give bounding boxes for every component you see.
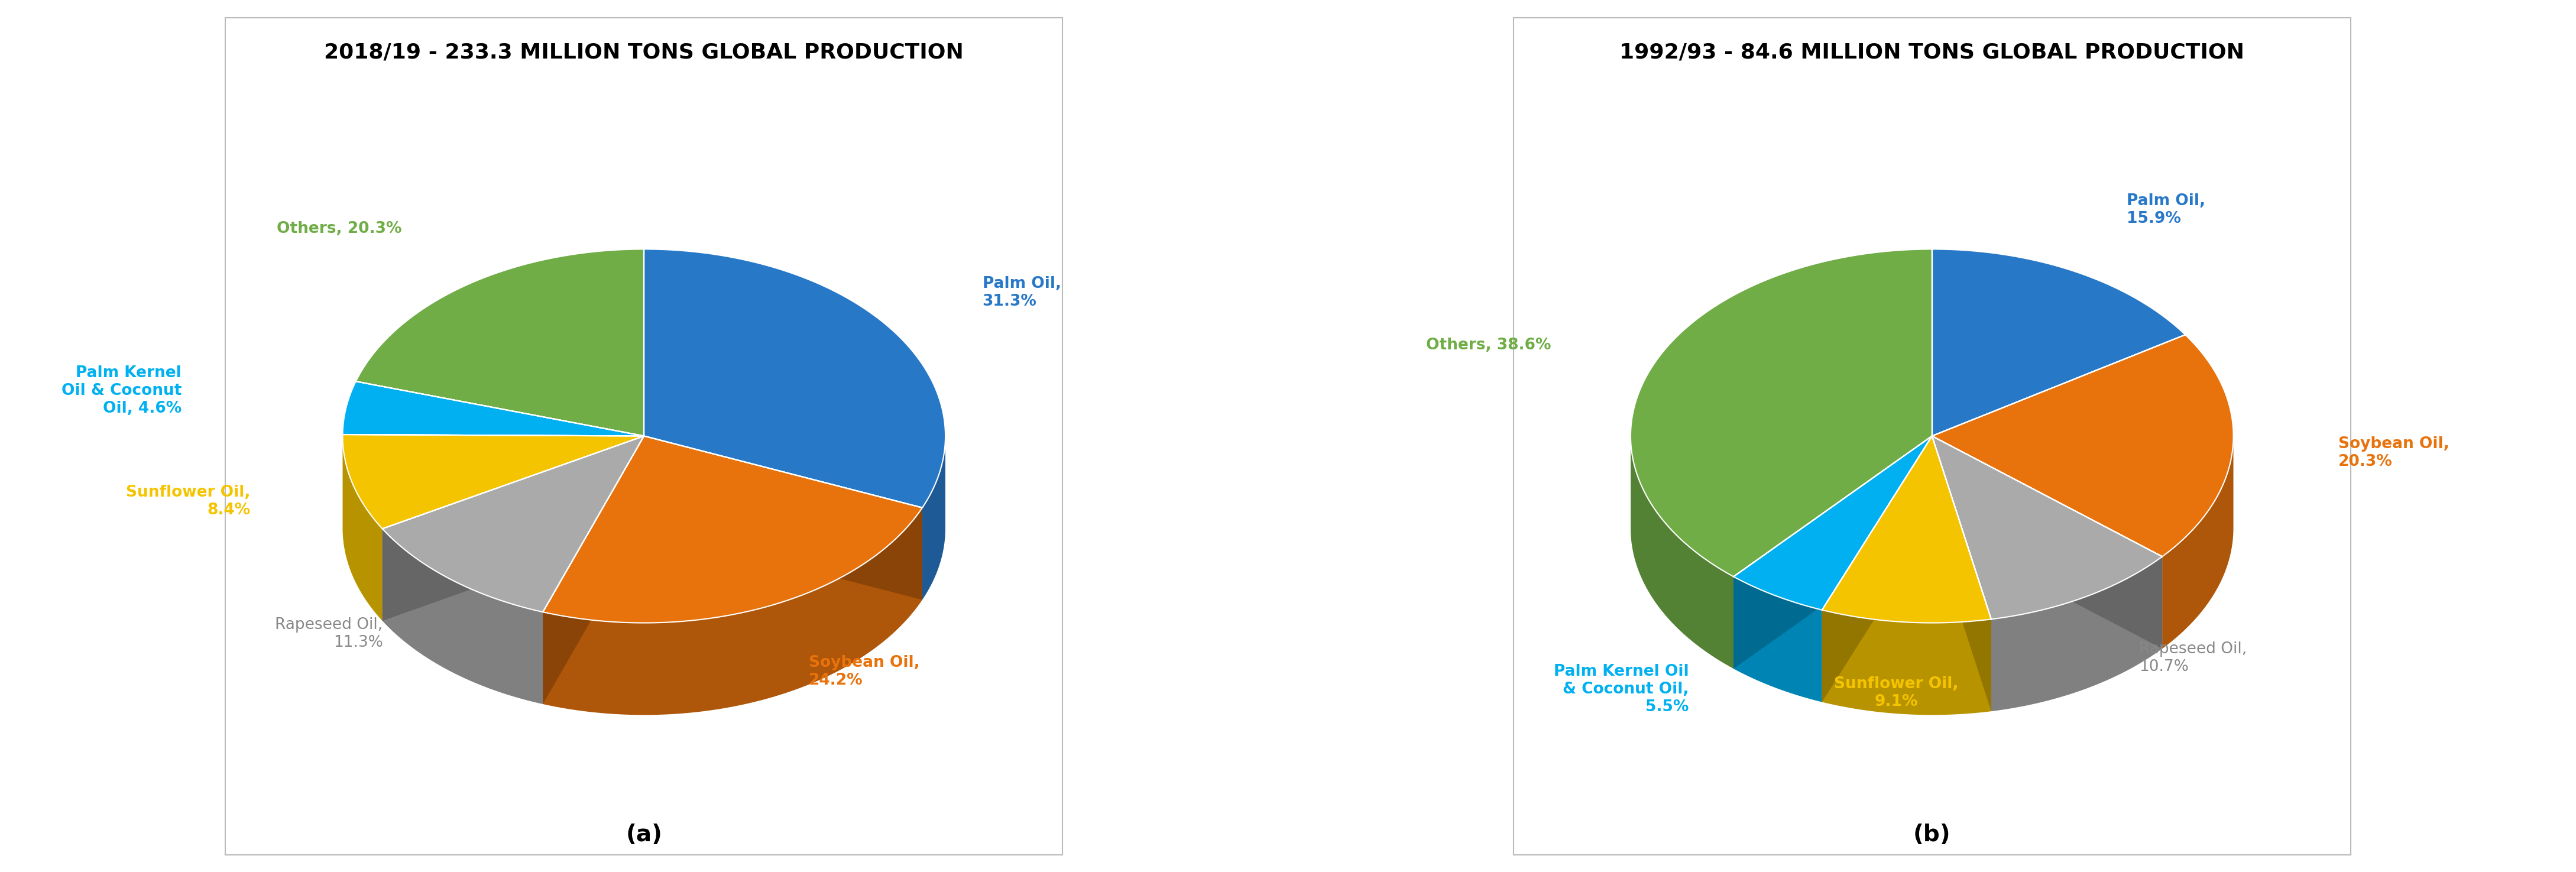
Polygon shape: [1932, 436, 2161, 619]
Text: Soybean Oil,
20.3%: Soybean Oil, 20.3%: [2339, 436, 2450, 469]
Polygon shape: [1932, 335, 2233, 556]
Polygon shape: [544, 436, 644, 704]
Polygon shape: [544, 508, 922, 715]
Polygon shape: [1734, 436, 1932, 610]
Polygon shape: [1932, 436, 2161, 649]
Text: (a): (a): [626, 824, 662, 846]
Text: Palm Kernel Oil
& Coconut Oil,
5.5%: Palm Kernel Oil & Coconut Oil, 5.5%: [1553, 664, 1690, 715]
Polygon shape: [1932, 249, 2184, 436]
Text: 2018/19 - 233.3 MILLION TONS GLOBAL PRODUCTION: 2018/19 - 233.3 MILLION TONS GLOBAL PROD…: [325, 43, 963, 63]
Text: Soybean Oil,
24.2%: Soybean Oil, 24.2%: [809, 655, 920, 688]
Polygon shape: [644, 436, 922, 600]
Polygon shape: [381, 436, 644, 621]
Polygon shape: [544, 436, 644, 704]
Text: Rapeseed Oil,
11.3%: Rapeseed Oil, 11.3%: [276, 617, 384, 651]
Polygon shape: [1734, 436, 1932, 669]
Text: (b): (b): [1914, 824, 1950, 846]
Polygon shape: [381, 436, 644, 621]
Text: Palm Oil,
15.9%: Palm Oil, 15.9%: [2128, 193, 2205, 226]
Text: Others, 38.6%: Others, 38.6%: [1427, 337, 1551, 353]
Text: 1992/93 - 84.6 MILLION TONS GLOBAL PRODUCTION: 1992/93 - 84.6 MILLION TONS GLOBAL PRODU…: [1620, 43, 2244, 63]
Polygon shape: [343, 381, 644, 436]
Polygon shape: [1821, 436, 1932, 702]
Polygon shape: [1932, 436, 2161, 649]
Polygon shape: [355, 249, 644, 436]
Text: Rapeseed Oil,
10.7%: Rapeseed Oil, 10.7%: [2138, 642, 2246, 675]
Text: Others, 20.3%: Others, 20.3%: [276, 221, 402, 236]
Text: Palm Kernel
Oil & Coconut
Oil, 4.6%: Palm Kernel Oil & Coconut Oil, 4.6%: [62, 365, 180, 417]
Polygon shape: [1631, 249, 1932, 576]
Polygon shape: [1991, 556, 2161, 712]
Text: Sunflower Oil,
9.1%: Sunflower Oil, 9.1%: [1834, 677, 1958, 710]
Polygon shape: [1631, 439, 1734, 669]
Polygon shape: [922, 439, 945, 600]
Polygon shape: [381, 528, 544, 704]
Polygon shape: [381, 436, 644, 612]
Polygon shape: [544, 436, 922, 623]
Polygon shape: [1821, 436, 1991, 623]
Polygon shape: [343, 436, 381, 621]
Polygon shape: [343, 434, 644, 528]
Polygon shape: [1821, 436, 1932, 702]
Polygon shape: [1821, 610, 1991, 715]
Text: Sunflower Oil,
8.4%: Sunflower Oil, 8.4%: [126, 485, 250, 518]
Polygon shape: [1734, 576, 1821, 702]
Polygon shape: [644, 249, 945, 508]
Polygon shape: [1932, 436, 1991, 712]
Text: Palm Oil,
31.3%: Palm Oil, 31.3%: [981, 276, 1061, 310]
Polygon shape: [644, 436, 922, 600]
Polygon shape: [1734, 436, 1932, 669]
Polygon shape: [2161, 437, 2233, 649]
Polygon shape: [1932, 436, 1991, 712]
